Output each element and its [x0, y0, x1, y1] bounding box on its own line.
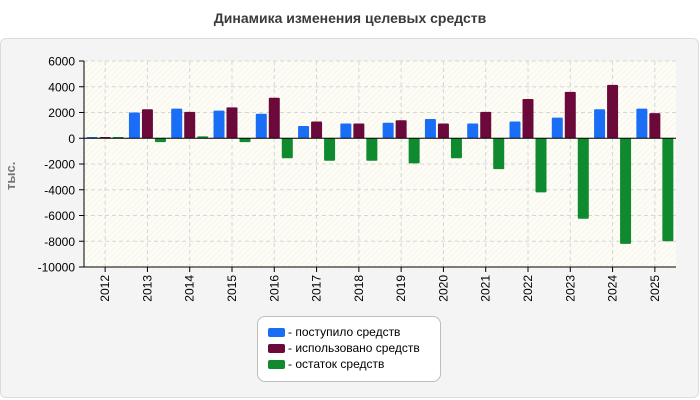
bar: [366, 138, 378, 161]
x-tick-label: 2018: [352, 275, 366, 302]
bar: [239, 138, 251, 143]
legend-item-used: - использовано средств: [268, 340, 440, 356]
x-tick-label: 2023: [563, 275, 577, 302]
bar: [450, 138, 462, 159]
bar: [311, 121, 323, 139]
y-tick-label: 4000: [48, 80, 75, 94]
bar: [480, 111, 492, 139]
bar: [408, 138, 420, 164]
bar: [255, 113, 267, 139]
bar: [298, 126, 310, 139]
x-tick-label: 2022: [521, 275, 535, 302]
bar: [522, 98, 534, 139]
bars: [86, 84, 674, 244]
bar: [128, 112, 140, 139]
bar: [395, 120, 407, 139]
bar: [607, 84, 619, 139]
y-tick-label: -4000: [44, 183, 75, 197]
y-tick-label: -8000: [44, 235, 75, 249]
legend: - поступило средств - использовано средс…: [257, 316, 441, 382]
x-tick-label: 2017: [310, 275, 324, 302]
bar: [281, 138, 293, 159]
y-tick-label: -6000: [44, 209, 75, 223]
bar: [213, 110, 225, 139]
legend-swatch-received: [268, 327, 285, 337]
bar: [564, 91, 576, 139]
legend-label-balance: - остаток средств: [288, 357, 385, 371]
x-tick-label: 2014: [183, 275, 197, 302]
bar: [594, 109, 606, 139]
legend-swatch-balance: [268, 359, 285, 369]
legend-label-received: - поступило средств: [288, 325, 401, 339]
x-tick-label: 2012: [98, 275, 112, 302]
y-tick-label: 0: [68, 132, 75, 146]
bar: [535, 138, 547, 193]
x-tick-label: 2016: [267, 275, 281, 302]
x-tick-label: 2024: [606, 275, 620, 302]
bar: [154, 138, 166, 143]
legend-label-used: - использовано средств: [288, 341, 420, 355]
x-tick-label: 2013: [140, 275, 154, 302]
bar: [649, 113, 661, 139]
bar: [324, 138, 336, 161]
x-tick-labels: 2012 2013 2014 2015 2016 2017 2018 2019 2020 2021…: [98, 267, 662, 302]
bar: [141, 109, 153, 139]
bar: [662, 138, 674, 242]
y-tick-label: -2000: [44, 158, 75, 172]
bar: [437, 123, 449, 139]
bar: [353, 123, 365, 139]
y-tick-labels: 6000 4000 2000 0 -2000 -4000 -6000 -8000 -10000: [38, 55, 76, 275]
bar: [382, 122, 394, 139]
bar: [577, 138, 589, 219]
legend-item-received: - поступило средств: [268, 324, 440, 340]
x-tick-label: 2019: [394, 275, 408, 302]
y-tick-label: 2000: [48, 106, 75, 120]
bar: [509, 121, 521, 139]
legend-swatch-used: [268, 343, 285, 353]
x-tick-label: 2025: [648, 275, 662, 302]
bar: [268, 97, 280, 139]
x-tick-label: 2021: [479, 275, 493, 302]
legend-item-balance: - остаток средств: [268, 356, 440, 372]
bar: [636, 108, 648, 139]
bar: [171, 108, 183, 139]
bar: [551, 117, 563, 139]
bar: [226, 107, 238, 139]
bar: [467, 123, 479, 139]
y-tick-label: -10000: [38, 261, 76, 275]
x-tick-label: 2015: [225, 275, 239, 302]
bar: [493, 138, 505, 170]
bar: [340, 123, 352, 139]
axes: [79, 60, 676, 268]
chart-title: Динамика изменения целевых средств: [213, 10, 487, 26]
bar: [424, 118, 436, 139]
bar: [620, 138, 632, 244]
bar: [184, 111, 196, 139]
y-tick-label: 6000: [48, 55, 75, 69]
x-tick-label: 2020: [436, 275, 450, 302]
